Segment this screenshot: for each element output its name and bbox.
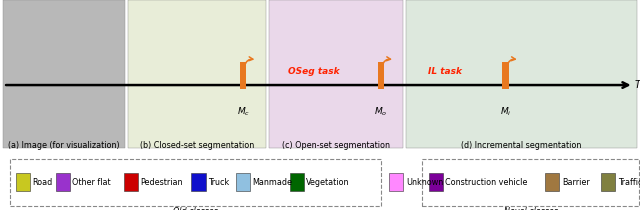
Text: Traffic cone: Traffic cone — [618, 178, 640, 187]
Bar — [56, 173, 70, 191]
Text: Construction vehicle: Construction vehicle — [445, 178, 528, 187]
Text: Manmade: Manmade — [253, 178, 292, 187]
Bar — [10, 159, 381, 206]
Bar — [124, 173, 138, 191]
Text: Road: Road — [33, 178, 53, 187]
Text: Novel classes: Novel classes — [504, 207, 557, 210]
Text: Time: Time — [635, 80, 640, 90]
Bar — [378, 62, 384, 89]
Bar — [545, 173, 559, 191]
Text: $M_o$: $M_o$ — [374, 105, 387, 118]
Text: OSeg task: OSeg task — [288, 67, 339, 76]
Bar — [128, 0, 266, 148]
Text: $M_i$: $M_i$ — [500, 105, 511, 118]
Bar — [422, 159, 639, 206]
Bar — [429, 173, 443, 191]
Bar — [389, 173, 403, 191]
Bar — [191, 173, 205, 191]
Text: Other flat: Other flat — [72, 178, 111, 187]
Bar — [3, 0, 125, 148]
Bar — [16, 173, 30, 191]
Bar — [502, 62, 509, 89]
Bar — [406, 0, 637, 148]
Text: Barrier: Barrier — [562, 178, 589, 187]
Text: Pedestrian: Pedestrian — [140, 178, 183, 187]
Text: IL task: IL task — [428, 67, 462, 76]
Bar — [240, 62, 246, 89]
Bar — [269, 0, 403, 148]
Bar — [290, 173, 304, 191]
Text: (d) Incremental segmentation: (d) Incremental segmentation — [461, 141, 582, 150]
Text: Unknown: Unknown — [406, 178, 443, 187]
Bar — [601, 173, 615, 191]
Text: (a) Image (for visualization): (a) Image (for visualization) — [8, 141, 120, 150]
Text: Truck: Truck — [208, 178, 229, 187]
Text: Old classes: Old classes — [173, 207, 218, 210]
Text: (c) Open-set segmentation: (c) Open-set segmentation — [282, 141, 390, 150]
Text: $M_c$: $M_c$ — [237, 105, 250, 118]
Text: Vegetation: Vegetation — [307, 178, 350, 187]
Text: (b) Closed-set segmentation: (b) Closed-set segmentation — [140, 141, 254, 150]
Bar — [236, 173, 250, 191]
